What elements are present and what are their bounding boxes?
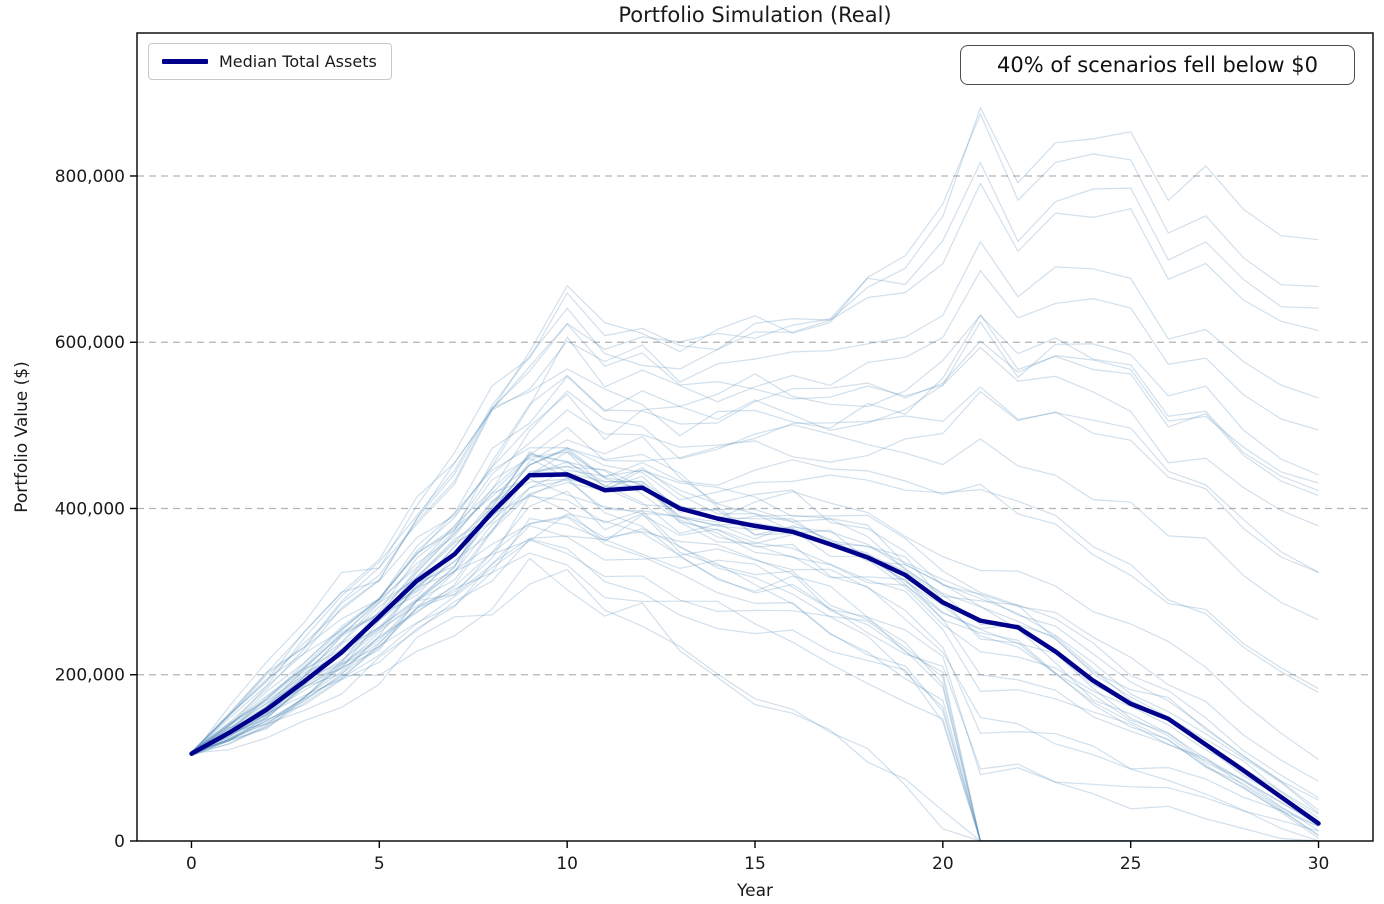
scenario-line (191, 538, 1319, 841)
scenario-line (191, 524, 1319, 841)
scenario-line (191, 446, 1319, 754)
scenario-line (191, 449, 1319, 801)
scenario-line (191, 469, 1319, 839)
scenario-line (191, 469, 1319, 811)
scenario-line (191, 517, 1319, 841)
y-tick-label: 400,000 (55, 499, 125, 519)
scenario-line (191, 454, 1319, 814)
scenario-line (191, 313, 1319, 754)
annotation-box: 40% of scenarios fell below $0 (960, 45, 1355, 85)
median-line (189, 472, 1321, 826)
scenario-line (191, 386, 1319, 753)
scenario-line (191, 461, 1319, 841)
scenario-line (191, 478, 1319, 837)
legend: Median Total Assets (148, 43, 392, 80)
chart-title: Portfolio Simulation (Real) (618, 3, 892, 27)
scenario-line (191, 535, 1319, 841)
scenario-line (191, 106, 1319, 756)
scenario-line (191, 314, 1319, 753)
scenario-line (191, 490, 1319, 841)
y-tick-label: 0 (114, 832, 125, 852)
scenario-lines (191, 106, 1319, 841)
scenario-line (191, 552, 1319, 841)
scenario-line (191, 452, 1319, 760)
legend-label: Median Total Assets (219, 52, 377, 71)
scenario-line (191, 112, 1319, 756)
scenario-line (191, 390, 1319, 753)
x-tick-label: 20 (932, 854, 954, 874)
scenario-line (191, 513, 1319, 832)
scenario-line (191, 465, 1319, 822)
scenario-line (191, 466, 1319, 836)
y-tick-label: 200,000 (55, 666, 125, 686)
scenario-line (191, 346, 1319, 753)
scenario-line (191, 240, 1319, 753)
scenario-line (191, 516, 1319, 841)
x-tick-label: 0 (186, 854, 197, 874)
x-tick-label: 25 (1120, 854, 1142, 874)
scenario-line (191, 269, 1319, 754)
scenario-line (191, 161, 1319, 754)
x-tick-label: 10 (556, 854, 578, 874)
scenario-line (191, 390, 1319, 753)
median-line-swatch (162, 59, 208, 64)
x-tick-label: 30 (1308, 854, 1330, 874)
x-tick-label: 5 (374, 854, 385, 874)
scenario-line (191, 320, 1319, 753)
scenario-line (191, 539, 1319, 841)
plot-border (136, 32, 1374, 842)
x-tick-label: 15 (744, 854, 766, 874)
scenario-line (191, 182, 1319, 755)
scenario-line (191, 557, 1319, 841)
scenario-line (191, 447, 1319, 753)
scenario-line (191, 435, 1319, 782)
scenario-line (191, 340, 1319, 754)
scenario-line (191, 515, 1319, 841)
scenario-line (191, 568, 1319, 841)
y-tick-label: 600,000 (55, 333, 125, 353)
scenario-line (191, 493, 1319, 824)
scenario-line (191, 479, 1319, 841)
scenario-line (191, 450, 1319, 832)
y-tick-label: 800,000 (55, 167, 125, 187)
x-axis-label: Year (737, 881, 773, 901)
scenario-line (191, 476, 1319, 827)
